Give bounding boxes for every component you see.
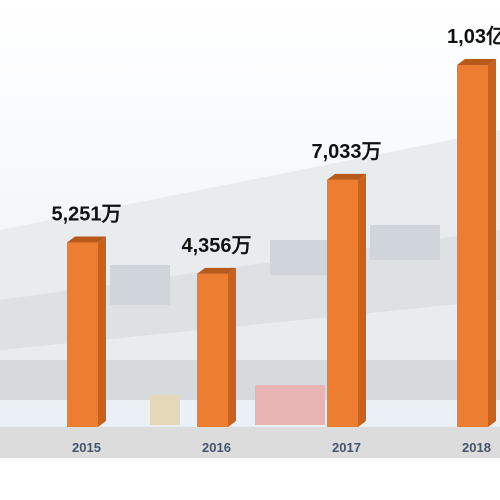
x-tick-label: 2016 bbox=[202, 440, 231, 455]
bar bbox=[327, 173, 366, 427]
bar-side bbox=[488, 59, 496, 427]
bar-side bbox=[98, 236, 106, 427]
value-label: 1,03亿 bbox=[447, 24, 500, 48]
x-tick-label: 2017 bbox=[332, 440, 361, 455]
bar-top bbox=[327, 173, 366, 180]
value-label: 7,033万 bbox=[311, 141, 381, 163]
bar bbox=[197, 267, 236, 427]
bar-front bbox=[327, 179, 358, 427]
value-label: 5,251万 bbox=[51, 203, 121, 225]
bar-side bbox=[228, 267, 236, 427]
bar-top bbox=[197, 267, 236, 274]
value-label: 4,356万 bbox=[181, 235, 251, 257]
bar-front bbox=[67, 242, 98, 427]
x-tick-label: 2015 bbox=[72, 440, 101, 455]
bar bbox=[457, 59, 496, 427]
bar-front bbox=[457, 65, 488, 427]
bar-side bbox=[358, 173, 366, 427]
x-tick-label: 2018 bbox=[462, 440, 491, 455]
bar-top bbox=[67, 236, 106, 243]
bar-top bbox=[457, 59, 496, 65]
bar bbox=[67, 236, 106, 427]
bar-front bbox=[197, 273, 228, 427]
